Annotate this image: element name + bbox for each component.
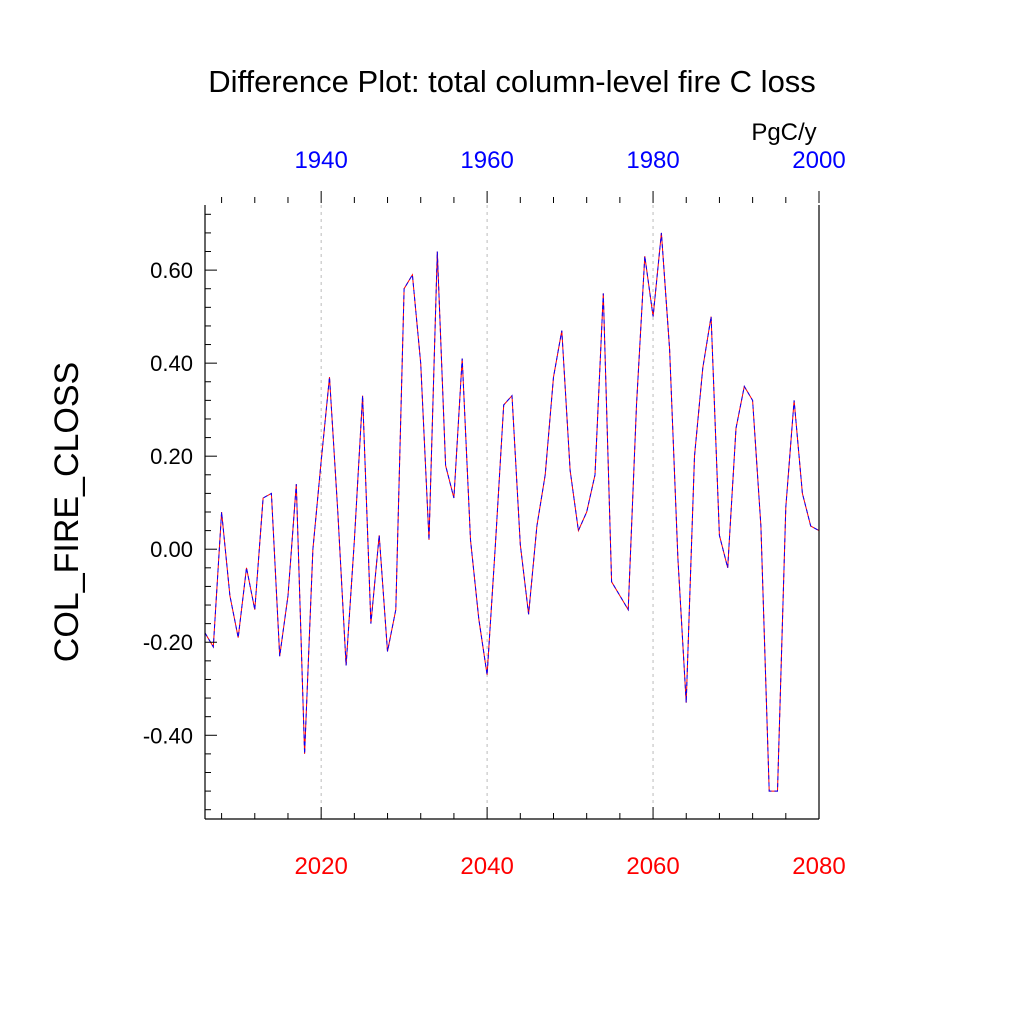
y-tick-label: 0.60 [150,258,193,283]
series-line-2 [204,232,820,792]
x-top-tick-label: 1980 [626,147,679,174]
y-tick-label: 0.40 [150,351,193,376]
x-top-tick-label: 1960 [460,147,513,174]
x-bottom-tick-label: 2060 [626,853,679,880]
y-tick-label: -0.40 [143,723,193,748]
y-tick-label: -0.20 [143,630,193,655]
x-top-tick-label: 2000 [792,147,845,174]
x-bottom-tick-label: 2080 [792,853,845,880]
units-label: PgC/y [751,119,816,146]
chart-title: Difference Plot: total column-level fire… [208,64,816,99]
axes [204,191,820,820]
data-series [204,232,820,792]
y-tick-label: 0.20 [150,444,193,469]
x-bottom-tick-label: 2020 [294,853,347,880]
x-top-tick-label: 1940 [294,147,347,174]
x-bottom-tick-label: 2040 [460,853,513,880]
tick-labels: -0.40 -0.20 0.00 0.20 0.40 0.60 2020 2040 2060 20… [143,147,846,880]
y-axis-label: COL_FIRE_CLOSS [48,362,86,662]
gridlines [320,205,654,819]
y-tick-label: 0.00 [150,537,193,562]
